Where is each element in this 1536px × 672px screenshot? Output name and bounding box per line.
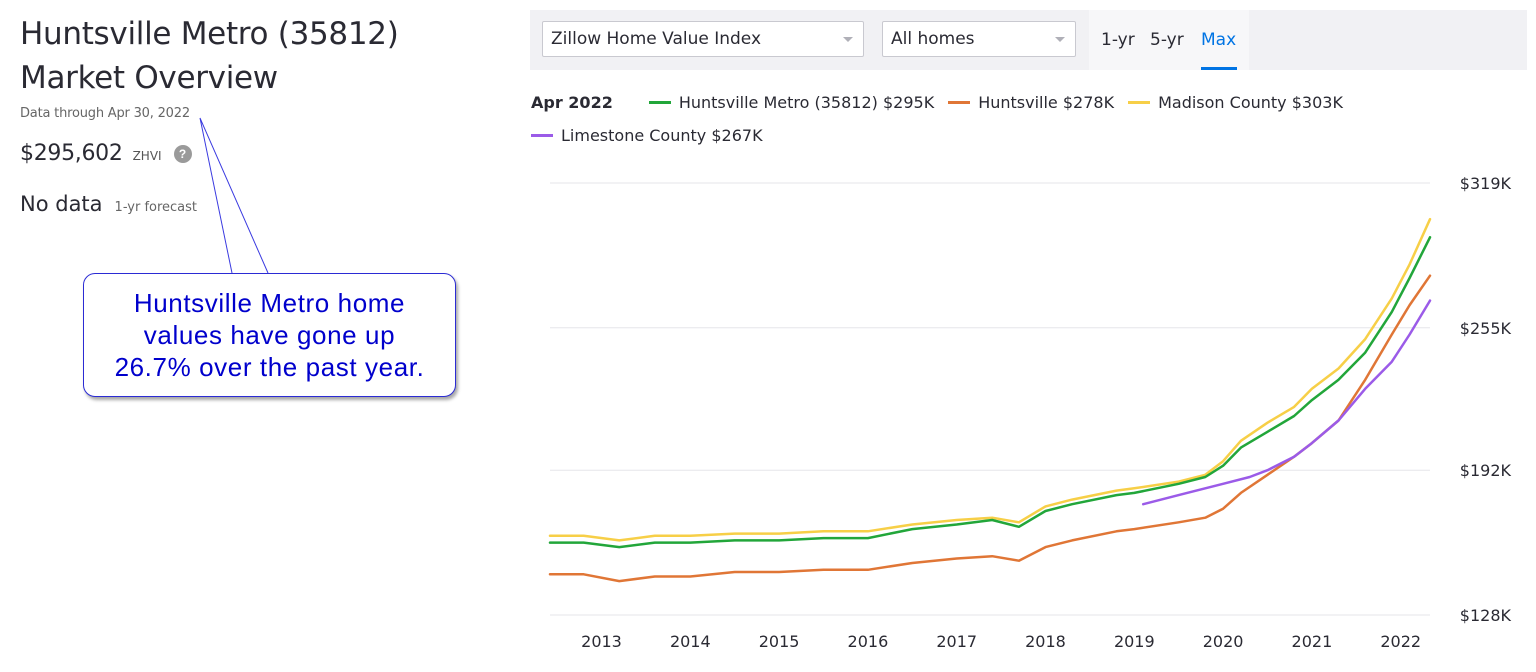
annotation-callout: Huntsville Metro home values have gone u… [83,273,456,397]
range-tab-5yr[interactable]: 5-yr [1150,30,1184,50]
legend-series-value: $278K [1062,93,1115,112]
series-line-huntsville-metro-35812[interactable] [548,236,1432,549]
callout-line-1: Huntsville Metro home [133,288,406,318]
x-tick-label: 2014 [670,632,711,651]
range-tabs [1089,10,1249,70]
legend-date: Apr 2022 [531,93,613,112]
legend-series-value: $267K [711,126,763,145]
legend-series-name: Huntsville Metro (35812) [678,93,878,112]
callout-line-2: values have gone up [143,320,396,350]
market-overview-panel: Huntsville Metro (35812) Market Overview… [20,12,500,216]
legend-swatch [531,134,553,137]
legend-series-name: Madison County [1158,93,1287,112]
x-tick-label: 2019 [1114,632,1155,651]
legend-item-limestone-county: Limestone County $267K [531,126,763,145]
legend-item-huntsville: Huntsville $278K [948,93,1114,112]
y-tick-label: $128K [1460,606,1512,625]
x-tick-label: 2018 [1025,632,1066,651]
forecast-row: No data 1-yr forecast [20,192,500,216]
home-type-select-value: All homes [891,29,975,49]
callout-text: Huntsville Metro home values have gone u… [115,287,425,383]
chevron-down-icon [1055,37,1065,42]
legend-series-name: Huntsville [978,93,1058,112]
legend-item-madison-county: Madison County $303K [1128,93,1343,112]
legend-series-value: $303K [1291,93,1343,112]
x-tick-label: 2017 [936,632,977,651]
zhvi-row: $295,602 ZHVI ? [20,141,500,166]
x-tick-label: 2022 [1380,632,1421,651]
series-line-madison-county[interactable] [548,217,1432,542]
forecast-label: 1-yr forecast [114,200,198,215]
page-title: Huntsville Metro (35812) Market Overview [20,12,500,100]
x-tick-label: 2016 [848,632,889,651]
chevron-down-icon [843,37,853,42]
legend-row-1: Apr 2022 Huntsville Metro (35812) $295K … [531,90,1521,115]
legend-series-name: Limestone County [561,126,707,145]
zhvi-value: $295,602 [20,141,123,166]
chart-toolbar: Zillow Home Value Index All homes 1-yr 5… [530,10,1527,70]
x-tick-label: 2015 [759,632,800,651]
metric-select[interactable]: Zillow Home Value Index [542,21,864,57]
chart-legend: Apr 2022 Huntsville Metro (35812) $295K … [531,90,1521,156]
series-line-limestone-county[interactable] [1141,299,1432,506]
range-tab-max[interactable]: Max [1201,30,1237,50]
title-line-2: Market Overview [20,60,278,96]
title-line-1: Huntsville Metro (35812) [20,16,399,52]
legend-swatch [948,101,971,104]
data-through-date: Data through Apr 30, 2022 [20,106,190,121]
legend-swatch [648,101,671,104]
callout-line-3: 26.7% over the past year. [114,352,425,382]
x-tick-label: 2013 [581,632,622,651]
legend-item-huntsville-metro: Huntsville Metro (35812) $295K [648,93,935,112]
legend-row-2: Limestone County $267K [531,123,1521,148]
y-tick-label: $319K [1460,174,1512,193]
legend-swatch [1128,101,1151,104]
metric-select-value: Zillow Home Value Index [551,29,762,49]
y-tick-label: $255K [1460,319,1512,338]
home-type-select[interactable]: All homes [882,21,1076,57]
forecast-value: No data [20,192,103,216]
y-tick-label: $192K [1460,461,1512,480]
question-circle-icon[interactable]: ? [173,145,192,163]
zhvi-label: ZHVI [132,149,162,163]
active-range-indicator [1201,67,1237,70]
x-tick-label: 2021 [1292,632,1333,651]
x-tick-label: 2020 [1203,632,1244,651]
home-value-line-chart: $319K $255K $192K $128K 2013 2014 2015 2016 2017… [548,174,1512,651]
legend-series-value: $295K [882,93,935,112]
range-tab-1yr[interactable]: 1-yr [1101,30,1135,50]
